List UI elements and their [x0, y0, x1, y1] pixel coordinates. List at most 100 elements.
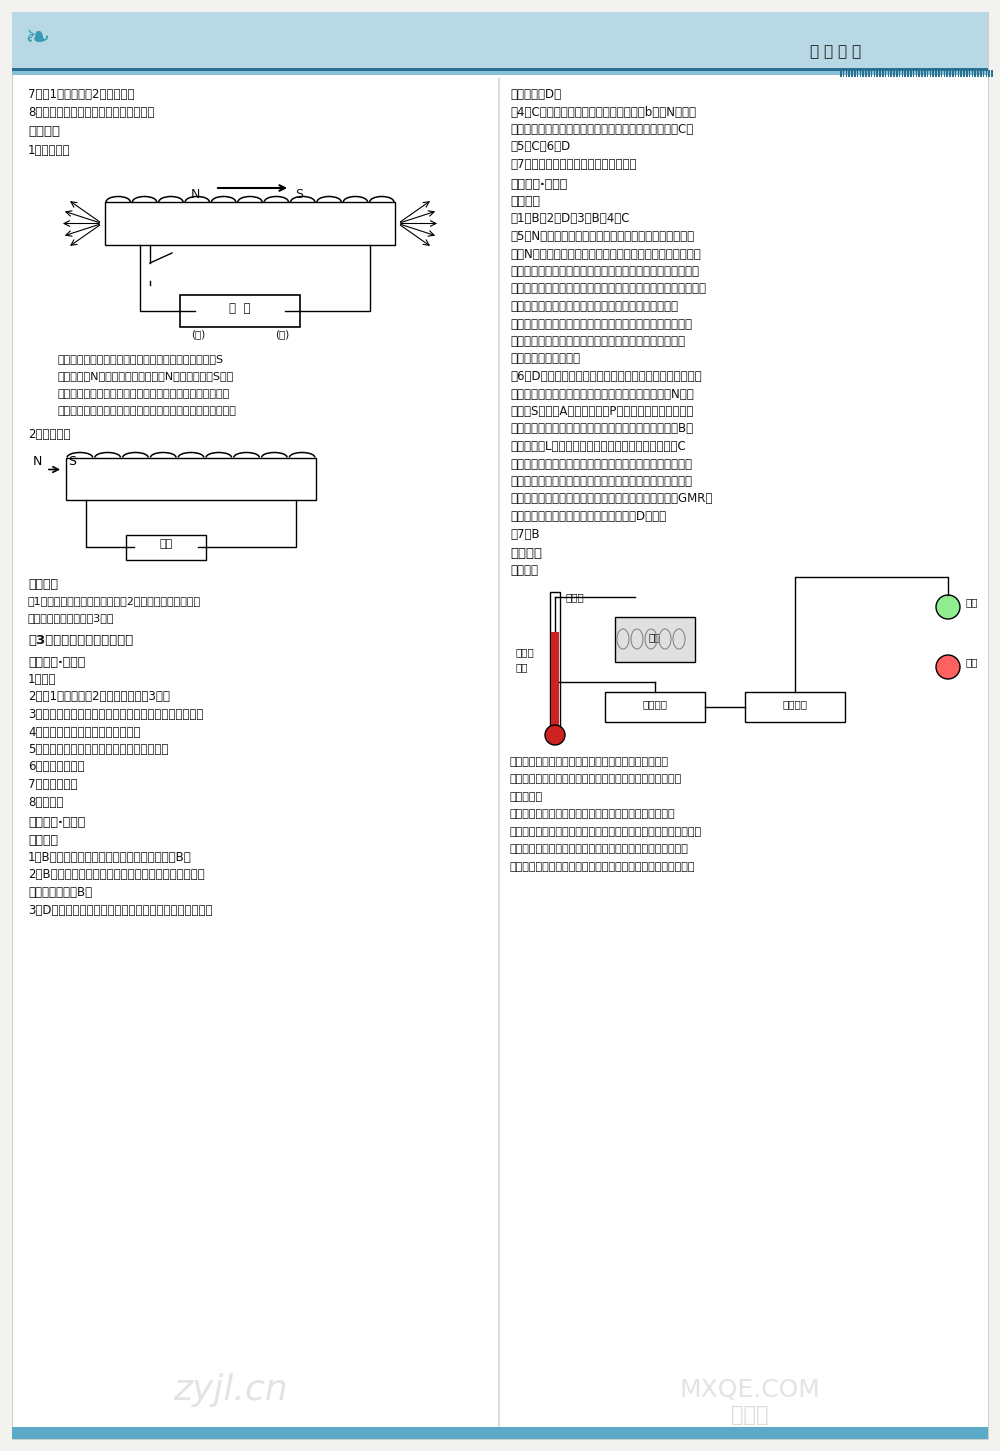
Bar: [498, 78, 500, 1438]
Bar: [12, 1426, 988, 1439]
Bar: [935, 70, 937, 77]
Text: 自主预习·新发现: 自主预习·新发现: [28, 656, 85, 669]
Text: 如图所示: 如图所示: [510, 564, 538, 577]
Text: 确；对线圈L适当灭磁说明此所在电路的电流变小，故C: 确；对线圈L适当灭磁说明此所在电路的电流变小，故C: [510, 440, 686, 453]
Bar: [972, 70, 973, 77]
Circle shape: [936, 654, 960, 679]
Bar: [888, 70, 889, 77]
Bar: [105, 202, 395, 245]
Text: 极、右端为N极；其周匝的磁感线从N极发出、回到S极，: 极、右端为N极；其周匝的磁感线从N极发出、回到S极，: [58, 371, 234, 382]
Text: MXQE.COM: MXQE.COM: [680, 1378, 820, 1402]
Text: 阻的增大，导致了此所在电路的电流变小，由于电磁铁磁性: 阻的增大，导致了此所在电路的电流变小，由于电磁铁磁性: [510, 474, 692, 488]
Text: S: S: [295, 189, 303, 202]
Bar: [977, 70, 979, 77]
Text: 答案圈: 答案圈: [731, 1405, 769, 1425]
Bar: [896, 70, 898, 77]
Bar: [991, 70, 993, 77]
Text: 8．电　声: 8．电 声: [28, 795, 63, 808]
Text: 的增强，导致了磁敏电阻的阻值增大，因为磁敏电阻（GMR）: 的增强，导致了磁敏电阻的阻值增大，因为磁敏电阻（GMR）: [510, 492, 712, 505]
Text: 1．B　解析：电炉应用了电流的热效应，故选B．: 1．B 解析：电炉应用了电流的热效应，故选B．: [28, 850, 192, 863]
Text: 所受弹簧拉力也增大．: 所受弹簧拉力也增大．: [510, 353, 580, 366]
Text: 控制电源: 控制电源: [642, 699, 668, 710]
Text: 2．B　解析：电流的方向影响到电磁铁的磁极，与磁性: 2．B 解析：电流的方向影响到电磁铁的磁极，与磁性: [28, 869, 205, 882]
Bar: [902, 70, 903, 77]
Text: 电源: 电源: [159, 540, 173, 550]
Text: 入、左端流出，根据安培定则可知，电磁铁的右端为N极、: 入、左端流出，根据安培定则可知，电磁铁的右端为N极、: [510, 387, 694, 400]
Text: 7．B: 7．B: [510, 528, 540, 541]
Bar: [910, 70, 912, 77]
Bar: [927, 70, 928, 77]
Text: 2．如图所示: 2．如图所示: [28, 428, 70, 441]
Text: 尝试提高: 尝试提高: [28, 579, 58, 592]
Text: 强弱无关，故选B．: 强弱无关，故选B．: [28, 887, 92, 900]
Text: 1．铁芯: 1．铁芯: [28, 673, 56, 686]
Text: 动变阻器向右移动时电流变小，电磁铁磁性减弱，故选C．: 动变阻器向右移动时电流变小，电磁铁磁性减弱，故选C．: [510, 123, 693, 136]
Bar: [846, 70, 847, 77]
Bar: [946, 70, 948, 77]
Bar: [955, 70, 956, 77]
Circle shape: [545, 726, 565, 744]
Text: 电源接通．: 电源接通．: [510, 792, 543, 802]
Text: 到的引力越大；因条形磁铁处于平衡状态，所以条形磁铁: 到的引力越大；因条形磁铁处于平衡状态，所以条形磁铁: [510, 335, 685, 348]
Bar: [180, 295, 300, 326]
Circle shape: [936, 595, 960, 620]
Text: 解析：当温度在正常范围内时，液体没有达到金属丝下: 解析：当温度在正常范围内时，液体没有达到金属丝下: [510, 757, 669, 768]
Bar: [840, 70, 842, 77]
Bar: [916, 70, 917, 77]
Text: （1）通电导体周围存在磁场　（2）电流产生的磁场的方: （1）通电导体周围存在磁场 （2）电流产生的磁场的方: [28, 596, 201, 607]
Text: 7．水磁体　螺线管　锥形纸盆　电流: 7．水磁体 螺线管 锥形纸盆 电流: [510, 158, 637, 171]
Bar: [918, 70, 920, 77]
Text: 2．（1）电流　（2）线圈匝数　（3）强: 2．（1）电流 （2）线圈匝数 （3）强: [28, 691, 170, 704]
Bar: [952, 70, 954, 77]
Text: zyjl.cn: zyjl.cn: [173, 1373, 287, 1407]
Text: 1．B　2．D　3．B　4．C: 1．B 2．D 3．B 4．C: [510, 212, 630, 225]
Text: 则图中磁感线方向指向右；由安培定则可知电流从螺线管的: 则图中磁感线方向指向右；由安培定则可知电流从螺线管的: [58, 389, 230, 399]
Bar: [913, 70, 914, 77]
Text: 度计: 度计: [515, 662, 528, 672]
Text: S: S: [68, 456, 76, 469]
Bar: [969, 70, 970, 77]
Text: 的阻值随所处空间磁场的增强而增大，故D错误．: 的阻值随所处空间磁场的增强而增大，故D错误．: [510, 509, 666, 522]
Text: 8．电磁铁　同名磁极相互排斥　摩擦力: 8．电磁铁 同名磁极相互排斥 摩擦力: [28, 106, 154, 119]
Bar: [924, 70, 926, 77]
Bar: [904, 70, 906, 77]
Bar: [882, 70, 884, 77]
Bar: [605, 692, 705, 723]
Bar: [932, 70, 934, 77]
Bar: [876, 70, 878, 77]
Bar: [899, 70, 900, 77]
Bar: [860, 70, 861, 77]
Bar: [12, 68, 988, 71]
Bar: [890, 70, 892, 77]
Text: 管内的电流增大，则可知螺线管的磁性增强，条形磁铁所受: 管内的电流增大，则可知螺线管的磁性增强，条形磁铁所受: [510, 318, 692, 331]
Text: 当温度升高，液体升高到金属丝下端时，左侧的控制电: 当温度升高，液体升高到金属丝下端时，左侧的控制电: [510, 810, 676, 820]
Text: 衔铁: 衔铁: [649, 633, 661, 641]
Bar: [848, 70, 850, 77]
Bar: [966, 70, 968, 77]
Text: 7．衔铁　失去: 7．衔铁 失去: [28, 778, 78, 791]
Text: 电阻变小，电路中的电流增大，电磁铁的磁性增强，故B正: 电阻变小，电路中的电流增大，电磁铁的磁性增强，故B正: [510, 422, 693, 435]
Text: 引力大小相等等方向相反，故弹簧拉力的方向水平向左；当滑片: 引力大小相等等方向相反，故弹簧拉力的方向水平向左；当滑片: [510, 283, 706, 296]
Bar: [944, 70, 945, 77]
Text: 6．衔铁　电磁铁: 6．衔铁 电磁铁: [28, 760, 84, 773]
Bar: [12, 71, 988, 75]
Bar: [862, 70, 864, 77]
Text: 5．C　6．D: 5．C 6．D: [510, 141, 570, 154]
Bar: [930, 70, 931, 77]
Text: 合作探究·新课堂: 合作探究·新课堂: [28, 815, 85, 829]
Text: 能力展示: 能力展示: [510, 547, 542, 560]
Bar: [854, 70, 856, 77]
Bar: [615, 617, 695, 662]
Text: 1．如图所示: 1．如图所示: [28, 145, 70, 158]
Bar: [974, 70, 976, 77]
Bar: [874, 70, 875, 77]
Text: 越强，故选D．: 越强，故选D．: [510, 89, 561, 102]
Text: 正确；灯泡变暗，说明此所在电路的电流变小，由于电磁铁: 正确；灯泡变暗，说明此所在电路的电流变小，由于电磁铁: [510, 457, 692, 470]
Bar: [879, 70, 881, 77]
Text: 向与电流方向有关　（3）在: 向与电流方向有关 （3）在: [28, 614, 114, 624]
Text: 金属丝: 金属丝: [565, 592, 584, 602]
Bar: [843, 70, 844, 77]
Bar: [983, 70, 984, 77]
Bar: [12, 12, 988, 70]
Text: 水银温: 水银温: [515, 647, 534, 657]
